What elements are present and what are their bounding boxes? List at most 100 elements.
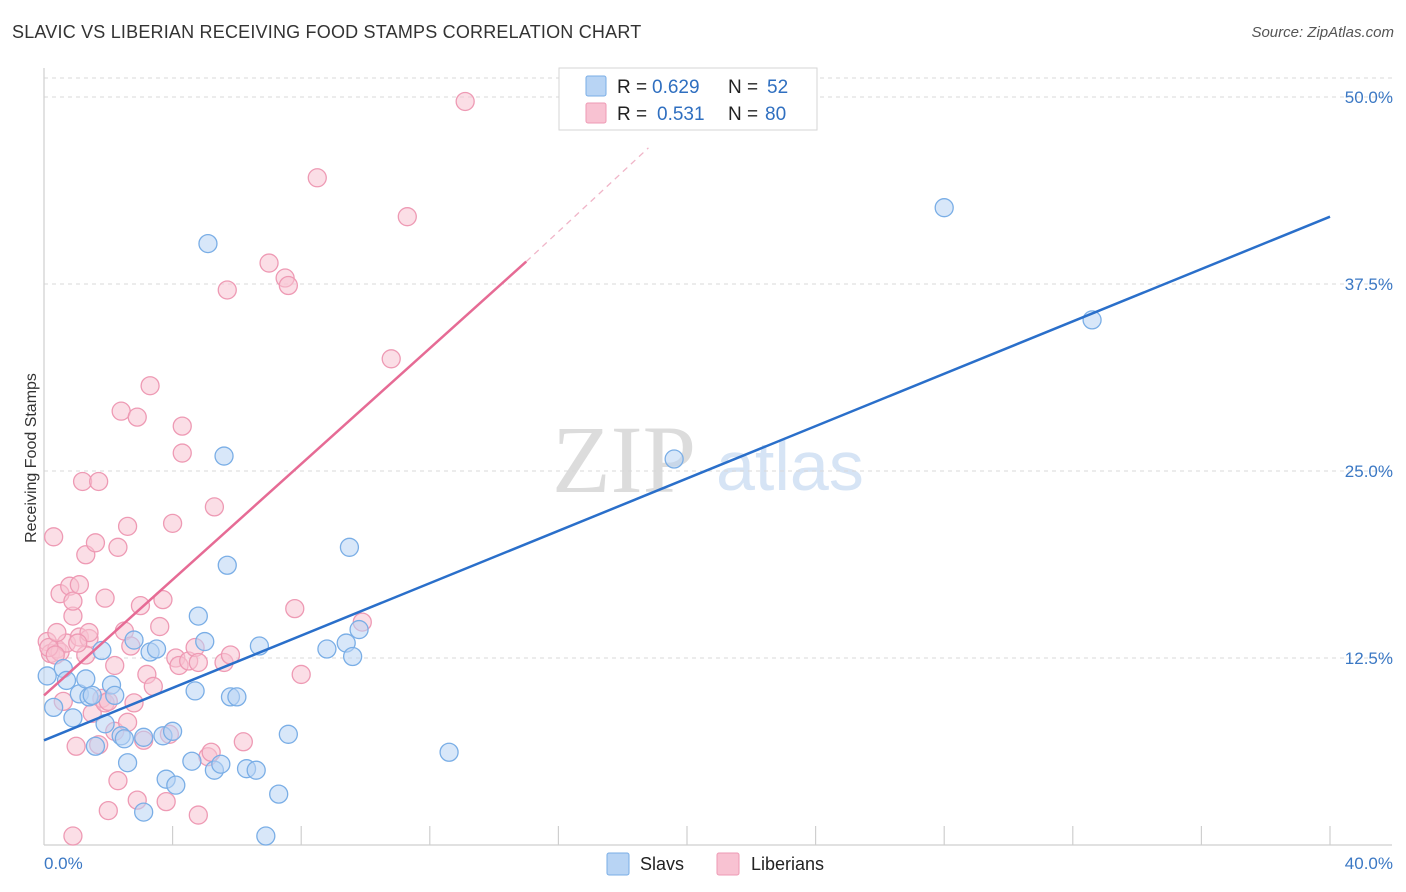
bottom-legend-label-liberians: Liberians <box>751 854 824 874</box>
slavs-point-5 <box>76 669 96 689</box>
grid-lines <box>44 77 1392 659</box>
liberians-point-49 <box>172 416 192 436</box>
liberians-point-46 <box>162 513 183 534</box>
liberians-point-13 <box>72 471 93 492</box>
legend-r-label-slavs: R = <box>617 77 647 98</box>
liberians-point-2 <box>43 527 64 547</box>
liberians-point-64 <box>278 275 298 296</box>
watermark-atlas: atlas <box>716 427 864 505</box>
liberians-point-23 <box>98 800 118 821</box>
slavs-point-3 <box>63 708 83 728</box>
liberians-point-43 <box>153 590 173 610</box>
x-axis-tick-labels: 0.0% 40.0% <box>44 854 1393 873</box>
slavs-point-2 <box>56 670 77 691</box>
liberians-point-69 <box>381 349 401 369</box>
y-axis-title: Receiving Food Stamps <box>23 373 40 543</box>
liberians-point-77 <box>63 826 83 846</box>
slavs-point-23 <box>166 775 186 795</box>
slavs-point-45 <box>349 619 369 640</box>
liberians-point-67 <box>307 168 327 188</box>
liberians-point-42 <box>150 616 170 637</box>
slavs-point-43 <box>339 537 360 557</box>
legend-n-value-liberians: 80 <box>765 104 786 125</box>
chart-title: SLAVIC VS LIBERIAN RECEIVING FOOD STAMPS… <box>12 22 642 42</box>
slavs-point-50 <box>37 666 57 686</box>
legend-r-value-liberians: 0.531 <box>657 104 705 125</box>
slavs-point-46 <box>439 742 459 762</box>
liberians-point-37 <box>130 595 151 616</box>
liberians-point-26 <box>105 655 125 676</box>
liberians-point-22 <box>95 588 115 608</box>
slavs-point-34 <box>227 687 247 707</box>
slavs-point-11 <box>105 685 125 706</box>
liberians-point-54 <box>188 805 208 825</box>
liberians-point-40 <box>140 376 160 396</box>
liberians-point-79 <box>68 633 88 653</box>
legend-swatch-slavs <box>585 75 607 97</box>
liberians-point-66 <box>291 664 311 685</box>
liberians-point-12 <box>69 575 90 595</box>
slavs-trend-line <box>43 215 1331 742</box>
x-axis-ticks <box>172 826 1331 845</box>
liberians-point-50 <box>172 443 192 463</box>
liberians-point-10 <box>66 736 86 756</box>
y-tick-label-3: 50.0% <box>1345 88 1393 107</box>
watermark: ZIP atlas <box>552 406 864 513</box>
slavs-point-48 <box>934 198 954 218</box>
slavs-point-15 <box>124 630 144 650</box>
liberians-point-70 <box>397 207 417 227</box>
liberians-point-53 <box>188 652 208 673</box>
liberians-point-36 <box>127 407 147 427</box>
liberians-point-71 <box>455 91 475 112</box>
y-axis-tick-labels: 12.5% 25.0% 37.5% 50.0% <box>1345 88 1393 668</box>
slavs-point-32 <box>217 555 237 575</box>
slavs-point-44 <box>342 646 363 667</box>
liberians-point-27 <box>108 537 128 557</box>
liberians-point-59 <box>217 280 237 300</box>
legend-swatch-liberians <box>585 102 607 124</box>
slavs-point-14 <box>117 753 138 773</box>
slavs-point-31 <box>214 446 234 466</box>
legend-n-label-liberians: N = <box>728 104 758 125</box>
liberians-point-61 <box>233 732 253 752</box>
y-tick-label-2: 37.5% <box>1345 275 1393 294</box>
liberians-point-57 <box>204 497 225 517</box>
bottom-legend-label-slavs: Slavs <box>640 854 684 874</box>
slavs-point-16 <box>134 802 154 822</box>
slavs-point-40 <box>278 724 298 744</box>
slavs-point-24 <box>182 751 202 771</box>
slavs-point-36 <box>246 760 266 780</box>
slavs-point-17 <box>134 727 154 747</box>
liberians-point-65 <box>285 598 305 619</box>
legend-n-label-slavs: N = <box>728 77 758 98</box>
legend-r-value-slavs: 0.629 <box>652 77 700 98</box>
slavs-point-13 <box>114 729 135 749</box>
slavs-point-27 <box>195 631 215 652</box>
liberians-point-29 <box>111 401 131 421</box>
liberians-trend-line <box>43 260 528 697</box>
slavs-point-39 <box>269 784 289 804</box>
liberians-point-19 <box>89 471 109 492</box>
series-legend: Slavs Liberians <box>606 852 824 876</box>
slavs-point-22 <box>162 721 183 741</box>
liberians-point-28 <box>108 771 128 791</box>
slavs-point-47 <box>664 449 684 469</box>
y-tick-label-0: 12.5% <box>1345 649 1393 668</box>
chart-source: Source: ZipAtlas.com <box>1251 24 1394 41</box>
slavs-point-0 <box>43 697 64 718</box>
slavs-point-7 <box>85 736 106 756</box>
trend-lines <box>43 147 1331 742</box>
liberians-point-44 <box>156 791 176 812</box>
slavs-points <box>37 198 1102 846</box>
bottom-legend-swatch-liberians <box>716 852 740 876</box>
legend-n-value-slavs: 52 <box>767 77 788 98</box>
liberians-point-18 <box>85 533 106 553</box>
slavs-point-41 <box>317 639 337 659</box>
slavs-point-25 <box>185 681 205 701</box>
liberians-point-62 <box>259 253 279 273</box>
legend-r-label-liberians: R = <box>617 104 647 125</box>
liberians-point-31 <box>117 516 138 537</box>
slavs-point-28 <box>198 233 218 254</box>
x-tick-label-0: 0.0% <box>44 854 83 873</box>
